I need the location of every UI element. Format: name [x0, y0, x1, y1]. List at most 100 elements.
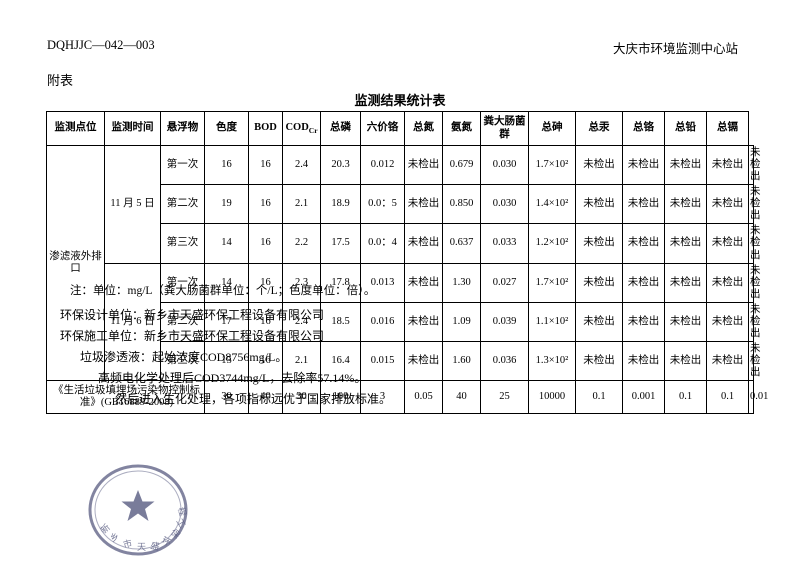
col-head-cr: 总铬: [622, 111, 665, 146]
cell-coliform: 0.036: [480, 340, 529, 382]
row-seq-label: 第二次: [160, 301, 205, 342]
cell-cd: 未检出: [748, 262, 761, 303]
cell-tn: 0.679: [442, 144, 481, 186]
std-tn: 40: [442, 380, 481, 415]
standard-name: 《生活垃圾填埋场污染物控制标准》(GB16889-2008): [46, 380, 205, 415]
std-hg: 0.001: [622, 380, 665, 415]
cell-pb: 未检出: [706, 223, 749, 264]
cell-bod: 2.4: [282, 144, 321, 186]
row-seq-label: 第二次: [160, 184, 205, 225]
col-head-bod: BOD: [248, 111, 283, 146]
cell-cr6: 未检出: [404, 184, 443, 225]
row-seq-label: 第一次: [160, 144, 205, 186]
cell-tp: 0.0：5: [360, 184, 405, 225]
cell-nh3n: 1.2×10²: [528, 223, 576, 264]
cell-cd: 未检出: [748, 144, 761, 186]
cell-tn: 1.30: [442, 262, 481, 303]
cell-ss: 14: [204, 262, 249, 303]
cell-tn: 0.637: [442, 223, 481, 264]
cell-as: 未检出: [575, 144, 623, 186]
col-head-as: 总砷: [528, 111, 576, 146]
cell-cr6: 未检出: [404, 301, 443, 342]
std-cr6: 0.05: [404, 380, 443, 415]
cell-pb: 未检出: [706, 184, 749, 225]
body-text: 环保设计单位：新乡市天盛环保工程设备有限公司 环保施工单位：新乡市天盛环保工程设…: [60, 305, 760, 410]
cell-coliform: 0.039: [480, 301, 529, 342]
row-seq-label: 第三次: [160, 340, 205, 382]
cell-cr: 未检出: [664, 144, 707, 186]
cell-ss: 16: [204, 144, 249, 186]
std-cr: 0.1: [664, 380, 707, 415]
cell-ss: 14: [204, 223, 249, 264]
std-ss: 30: [204, 380, 249, 415]
cell-cr: 未检出: [664, 223, 707, 264]
col-head-nh3n: 氨氮: [442, 111, 481, 146]
cell-pb: 未检出: [706, 262, 749, 303]
cell-color: 16: [248, 262, 283, 303]
std-cod: 100: [320, 380, 361, 415]
page-title: 监测结果统计表: [354, 93, 446, 108]
cell-tn: 0.850: [442, 184, 481, 225]
col-head-time: 监测时间: [104, 111, 161, 146]
cell-cr: 未检出: [664, 262, 707, 303]
table-row: 第三次 15 16 2.1 16.4 0.015 未检出 1.60 0.036 …: [47, 340, 761, 382]
cell-cr: 未检出: [664, 340, 707, 382]
cell-cr6: 未检出: [404, 144, 443, 186]
cell-hg: 未检出: [622, 262, 665, 303]
cell-cod: 16.4: [320, 340, 361, 382]
col-head-ss: 悬浮物: [160, 111, 205, 146]
cell-color: 16: [248, 184, 283, 225]
cell-tn: 1.60: [442, 340, 481, 382]
cell-coliform: 0.027: [480, 262, 529, 303]
cell-as: 未检出: [575, 262, 623, 303]
cell-cd: 未检出: [748, 223, 761, 264]
cell-bod: 2.2: [282, 223, 321, 264]
row-group-site-label: 渗滤液外排口: [46, 144, 105, 382]
document-code: DQHJJC—042—003: [47, 38, 155, 52]
col-head-tn: 总氮: [404, 111, 443, 146]
cell-pb: 未检出: [706, 340, 749, 382]
std-bod: 30: [282, 380, 321, 415]
attachment-label: 附表: [47, 73, 74, 88]
body-line-conclusion: 然后进入生化处理，各项指标远优于国家排放标准。: [115, 392, 392, 406]
cell-ss: 19: [204, 184, 249, 225]
cell-cr6: 未检出: [404, 340, 443, 382]
table-note: 注：单位：mg/L（粪大肠菌群单位：个/L；色度单位：倍）。: [70, 285, 376, 297]
cell-hg: 未检出: [622, 223, 665, 264]
col-head-color: 色度: [204, 111, 249, 146]
issuing-organization: 大庆市环境监测中心站: [612, 42, 738, 56]
cell-tp: 0.0：4: [360, 223, 405, 264]
col-head-cd: 总镉: [706, 111, 749, 146]
cell-nh3n: 1.4×10²: [528, 184, 576, 225]
page-header: DQHJJC—042—003 大庆市环境监测中心站: [0, 38, 800, 56]
cell-hg: 未检出: [622, 144, 665, 186]
row-seq-label: 第一次: [160, 262, 205, 303]
cell-coliform: 0.030: [480, 184, 529, 225]
table-row: 11 月 6 日 第一次 14 16 2.3 17.8 0.013 未检出 1.…: [47, 262, 761, 382]
monitoring-results-table: 监测点位 监测时间 悬浮物 色度 BOD CODCr 总磷 六价铬 总氮 氨氮 …: [46, 111, 768, 415]
svg-text:程: 程: [176, 506, 188, 517]
body-line-construction-unit: 环保施工单位：新乡市天盛环保工程设备有限公司: [60, 329, 325, 343]
cell-nh3n: 1.7×10²: [528, 144, 576, 186]
body-line-design-unit: 环保设计单位：新乡市天盛环保工程设备有限公司: [60, 308, 325, 322]
svg-text:工: 工: [174, 517, 187, 530]
svg-text:环: 环: [160, 535, 173, 548]
table-row: 渗滤液外排口 11 月 5 日 第一次 16 16 2.4 20.3 0.012…: [46, 144, 761, 382]
col-head-site: 监测点位: [46, 111, 105, 146]
col-head-tp: 总磷: [320, 111, 361, 146]
cell-as: 未检出: [575, 340, 623, 382]
cell-nh3n: 1.7×10²: [528, 262, 576, 303]
col-head-hg: 总汞: [575, 111, 623, 146]
std-as: 0.1: [575, 380, 623, 415]
company-seal-stamp: 新 乡 市 天 盛 环 保 工 程: [82, 460, 194, 560]
cell-as: 未检出: [575, 184, 623, 225]
cell-cr6: 未检出: [404, 262, 443, 303]
svg-text:乡: 乡: [108, 531, 121, 544]
cell-bod: 2.1: [282, 184, 321, 225]
cell-coliform: 0.033: [480, 223, 529, 264]
body-line-leachate: 垃圾渗透液：起始浓度COD8756mg/L。: [80, 350, 288, 364]
table-header-row: 监测点位 监测时间 悬浮物 色度 BOD CODCr 总磷 六价铬 总氮 氨氮 …: [46, 111, 754, 146]
cell-cod: 17.5: [320, 223, 361, 264]
cell-as: 未检出: [575, 223, 623, 264]
cell-cr: 未检出: [664, 184, 707, 225]
